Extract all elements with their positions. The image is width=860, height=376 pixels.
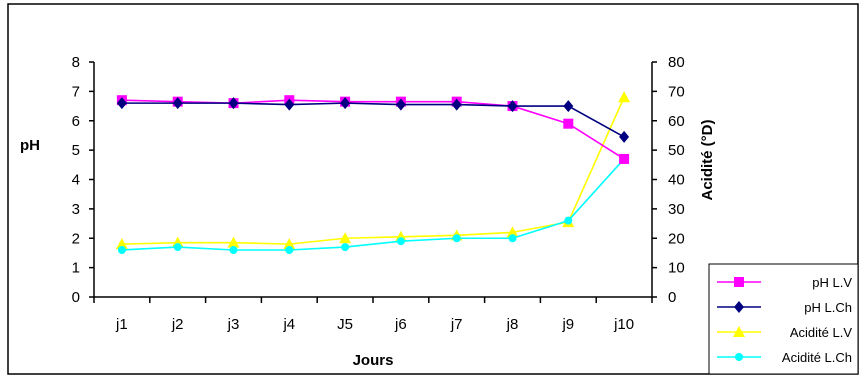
data-point-acidit-l-ch	[117, 246, 126, 254]
y-axis-title-right: Acidité (°D)	[699, 119, 716, 200]
y-axis-title-left: pH	[20, 137, 40, 154]
y-tick-left-label: 7	[72, 83, 80, 100]
y-tick-right-label: 20	[668, 230, 685, 247]
data-point-acidit-l-v	[115, 238, 128, 250]
x-tick-label: j6	[394, 316, 407, 333]
y-tick-right-label: 30	[668, 201, 685, 218]
data-point-ph-l-ch	[395, 98, 406, 111]
data-point-ph-l-ch	[507, 100, 518, 113]
data-point-ph-l-ch	[563, 100, 574, 113]
series-line-ph-l-ch	[121, 102, 625, 138]
x-tick-label: j1	[115, 316, 128, 333]
y-tick-right-label: 60	[668, 113, 685, 130]
y-tick-left-label: 8	[72, 54, 80, 71]
series-ph-l-ch	[116, 97, 630, 143]
data-point-ph-l-ch	[172, 97, 183, 110]
y-tick-left-label: 4	[72, 172, 80, 189]
y-tick-right-label: 40	[668, 172, 685, 189]
data-point-acidit-l-v	[618, 91, 631, 103]
legend-swatch-marker	[734, 277, 744, 287]
data-point-ph-l-ch	[116, 97, 127, 110]
legend-swatch-marker	[735, 353, 743, 361]
data-point-acidit-l-ch	[508, 234, 517, 243]
legend-label: Acidité L.V	[790, 325, 852, 340]
x-tick-label: j2	[171, 316, 184, 333]
y-tick-left-label: 5	[72, 142, 80, 159]
data-point-ph-l-ch	[284, 98, 295, 111]
data-point-acidit-l-ch	[229, 246, 238, 254]
legend-swatch-marker	[734, 301, 744, 313]
data-point-acidit-l-v	[339, 232, 352, 244]
y-tick-right-label: 70	[668, 83, 685, 100]
data-point-ph-l-ch	[619, 130, 630, 143]
legend: pH L.V pH L.Ch Acidité L.V Acidité L.Ch	[708, 263, 859, 375]
y-tick-right-label: 10	[668, 260, 685, 277]
x-ticks: j1 j2 j3 j4 J5 j6 j7 j8 j9 j10	[93, 297, 653, 333]
y-tick-left-label: 0	[72, 289, 80, 306]
data-point-acidit-l-v	[506, 226, 519, 238]
x-tick-label: j7	[450, 316, 463, 333]
data-point-ph-l-ch	[340, 97, 351, 110]
series-acidit-l-v	[115, 91, 631, 250]
x-axis-title: Jours	[353, 352, 394, 369]
x-tick-label: j8	[506, 316, 519, 333]
data-point-ph-l-ch	[228, 97, 239, 110]
x-tick-label: J5	[337, 316, 353, 333]
data-point-acidit-l-ch	[396, 237, 405, 246]
legend-item-acidit-l-v: Acidité L.V	[717, 325, 852, 340]
data-point-ph-l-v	[563, 118, 574, 129]
data-point-acidit-l-v	[283, 238, 296, 250]
data-point-ph-l-ch	[451, 98, 462, 111]
data-point-acidit-l-v	[227, 236, 240, 248]
y-tick-left-label: 3	[72, 201, 80, 218]
y-tick-left-label: 2	[72, 230, 80, 247]
y-ticks-left: 0 1 2 3 4 5 6 7 8	[72, 54, 94, 306]
data-point-acidit-l-ch	[452, 234, 461, 243]
series-layer	[115, 91, 631, 254]
y-tick-right-label: 50	[668, 142, 685, 159]
data-point-acidit-l-ch	[341, 243, 350, 252]
data-point-acidit-l-ch	[173, 243, 182, 252]
legend-label: pH L.Ch	[804, 300, 852, 315]
y-tick-right-label: 80	[668, 54, 685, 71]
y-tick-right-label: 0	[668, 289, 676, 306]
y-ticks-right: 0 10 20 30 40 50 60 70 80	[652, 54, 685, 306]
series-line-acidit-l-ch	[121, 158, 625, 251]
series-line-acidit-l-v	[121, 96, 625, 245]
y-tick-left-label: 1	[72, 260, 80, 277]
legend-label: pH L.V	[812, 275, 852, 290]
x-tick-label: j4	[282, 316, 295, 333]
data-point-acidit-l-ch	[285, 246, 294, 254]
legend-item-ph-l-v: pH L.V	[717, 275, 852, 290]
legend-swatch-marker	[733, 326, 745, 337]
legend-item-acidit-l-ch: Acidité L.Ch	[717, 350, 852, 365]
legend-item-ph-l-ch: pH L.Ch	[717, 300, 852, 315]
data-point-acidit-l-ch	[564, 216, 573, 225]
legend-label: Acidité L.Ch	[782, 350, 852, 365]
x-tick-label: j3	[227, 316, 240, 333]
x-tick-label: j9	[561, 316, 574, 333]
y-tick-left-label: 6	[72, 113, 80, 130]
data-point-ph-l-v	[619, 153, 630, 164]
x-tick-label: j10	[613, 316, 634, 333]
